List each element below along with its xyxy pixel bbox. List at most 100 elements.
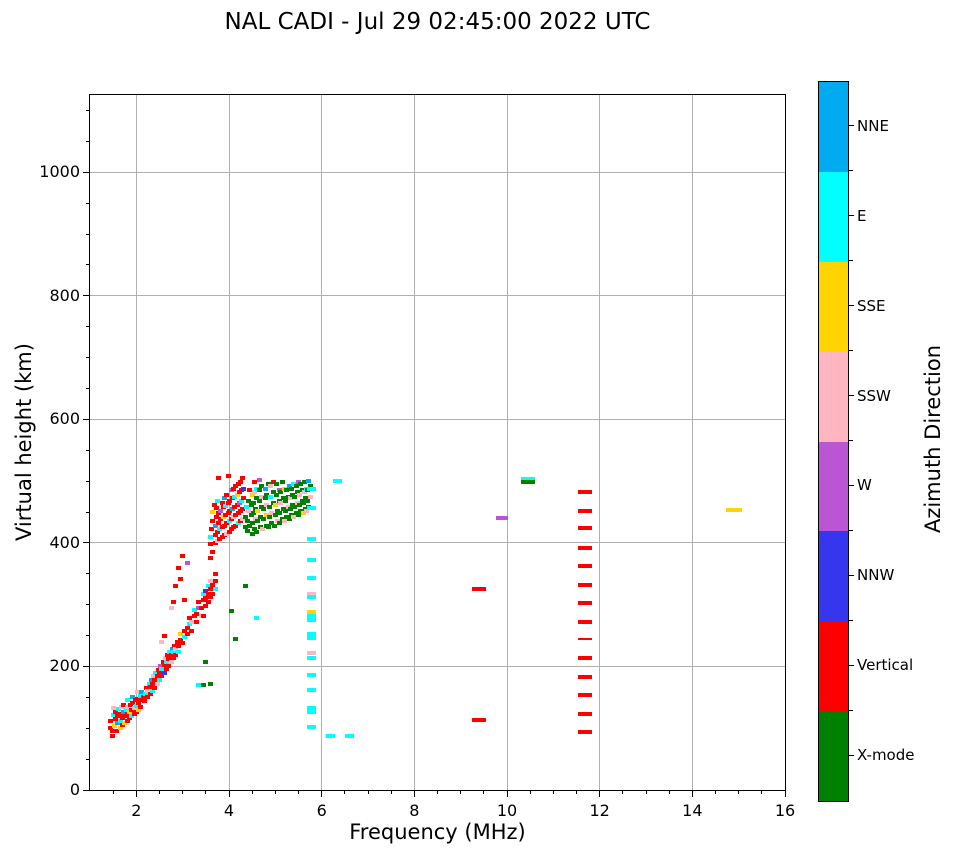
data-point	[194, 611, 200, 616]
data-point	[306, 650, 316, 655]
colorbar-tick-label: W	[857, 476, 872, 495]
data-point	[108, 726, 114, 731]
colorbar-segment-v	[819, 621, 848, 712]
data-point	[150, 689, 156, 694]
y-minor-tick	[86, 140, 89, 142]
data-point	[298, 508, 304, 513]
data-point	[265, 525, 271, 530]
data-point	[189, 619, 195, 624]
data-point	[306, 705, 316, 710]
data-point	[577, 692, 592, 697]
y-major-tick	[83, 171, 89, 173]
x-minor-tick	[529, 791, 531, 794]
data-point	[130, 700, 136, 705]
x-minor-tick	[715, 791, 716, 794]
data-point	[242, 514, 248, 519]
data-point	[162, 656, 168, 661]
data-point	[306, 610, 316, 615]
colorbar-tick-label: E	[857, 206, 867, 225]
data-point	[261, 506, 267, 511]
data-point	[301, 490, 307, 495]
colorbar-tick	[849, 574, 854, 576]
data-point	[163, 659, 169, 664]
data-point	[203, 596, 209, 601]
colorbar-segment-e	[819, 171, 848, 262]
data-point	[210, 582, 216, 587]
data-point	[175, 565, 181, 570]
data-point	[117, 725, 123, 730]
data-point	[227, 498, 233, 503]
data-point	[306, 479, 312, 484]
data-point	[306, 710, 316, 715]
data-point	[258, 484, 264, 489]
data-point	[196, 682, 202, 687]
x-major-tick	[321, 791, 323, 797]
x-axis-label: Frequency (MHz)	[349, 820, 526, 844]
data-point	[278, 500, 284, 505]
data-point	[245, 498, 251, 503]
data-point	[300, 500, 306, 505]
data-point	[146, 681, 152, 686]
data-point	[191, 607, 197, 612]
data-point	[173, 646, 179, 651]
data-point	[232, 505, 238, 510]
data-point	[145, 688, 151, 693]
data-point	[269, 521, 275, 526]
data-point	[110, 712, 116, 717]
data-point	[207, 681, 213, 686]
data-point	[177, 637, 183, 642]
y-axis-label: Virtual height (km)	[12, 343, 36, 541]
data-point	[225, 511, 231, 516]
data-point	[306, 724, 316, 729]
data-point	[210, 510, 216, 514]
colorbar-boundary-tick	[849, 440, 853, 441]
data-point	[182, 634, 188, 639]
data-point	[194, 619, 200, 624]
data-point	[249, 492, 255, 497]
data-point	[214, 498, 220, 503]
grid-line-y	[90, 418, 785, 420]
data-point	[170, 599, 176, 604]
x-minor-tick	[390, 791, 392, 794]
colorbar-boundary-tick	[849, 619, 853, 621]
data-point	[295, 490, 301, 495]
data-point	[218, 517, 224, 522]
data-point	[117, 712, 123, 716]
grid-line-x	[228, 95, 230, 790]
data-point	[261, 517, 267, 522]
data-point	[241, 486, 247, 491]
data-point	[277, 521, 283, 526]
data-point	[213, 506, 219, 511]
data-point	[333, 479, 343, 484]
colorbar-tick-label: NNW	[857, 566, 895, 585]
data-point	[306, 595, 316, 600]
colorbar-tick	[849, 215, 854, 217]
y-minor-tick	[86, 109, 89, 111]
y-minor-tick	[86, 264, 89, 266]
y-major-tick	[83, 418, 89, 420]
data-point	[282, 519, 288, 524]
colorbar-tick	[849, 484, 854, 486]
data-point	[306, 655, 316, 660]
data-point	[256, 488, 262, 493]
x-minor-tick	[182, 791, 184, 794]
grid-line-y	[90, 542, 785, 544]
colorbar-tick-label: Vertical	[857, 656, 914, 675]
data-point	[304, 508, 310, 513]
data-point	[154, 674, 160, 679]
data-point	[212, 532, 218, 537]
data-point	[247, 523, 253, 528]
data-point	[577, 600, 592, 605]
data-point	[273, 482, 279, 487]
data-point	[283, 498, 289, 503]
data-point	[174, 640, 180, 645]
data-point	[115, 714, 121, 719]
data-point	[218, 508, 224, 513]
y-tick-label: 200	[49, 656, 80, 676]
data-point	[577, 545, 592, 550]
data-point	[173, 584, 179, 589]
x-minor-tick	[367, 791, 369, 794]
data-point	[169, 646, 175, 651]
data-point	[472, 718, 487, 723]
x-minor-tick	[205, 791, 207, 794]
